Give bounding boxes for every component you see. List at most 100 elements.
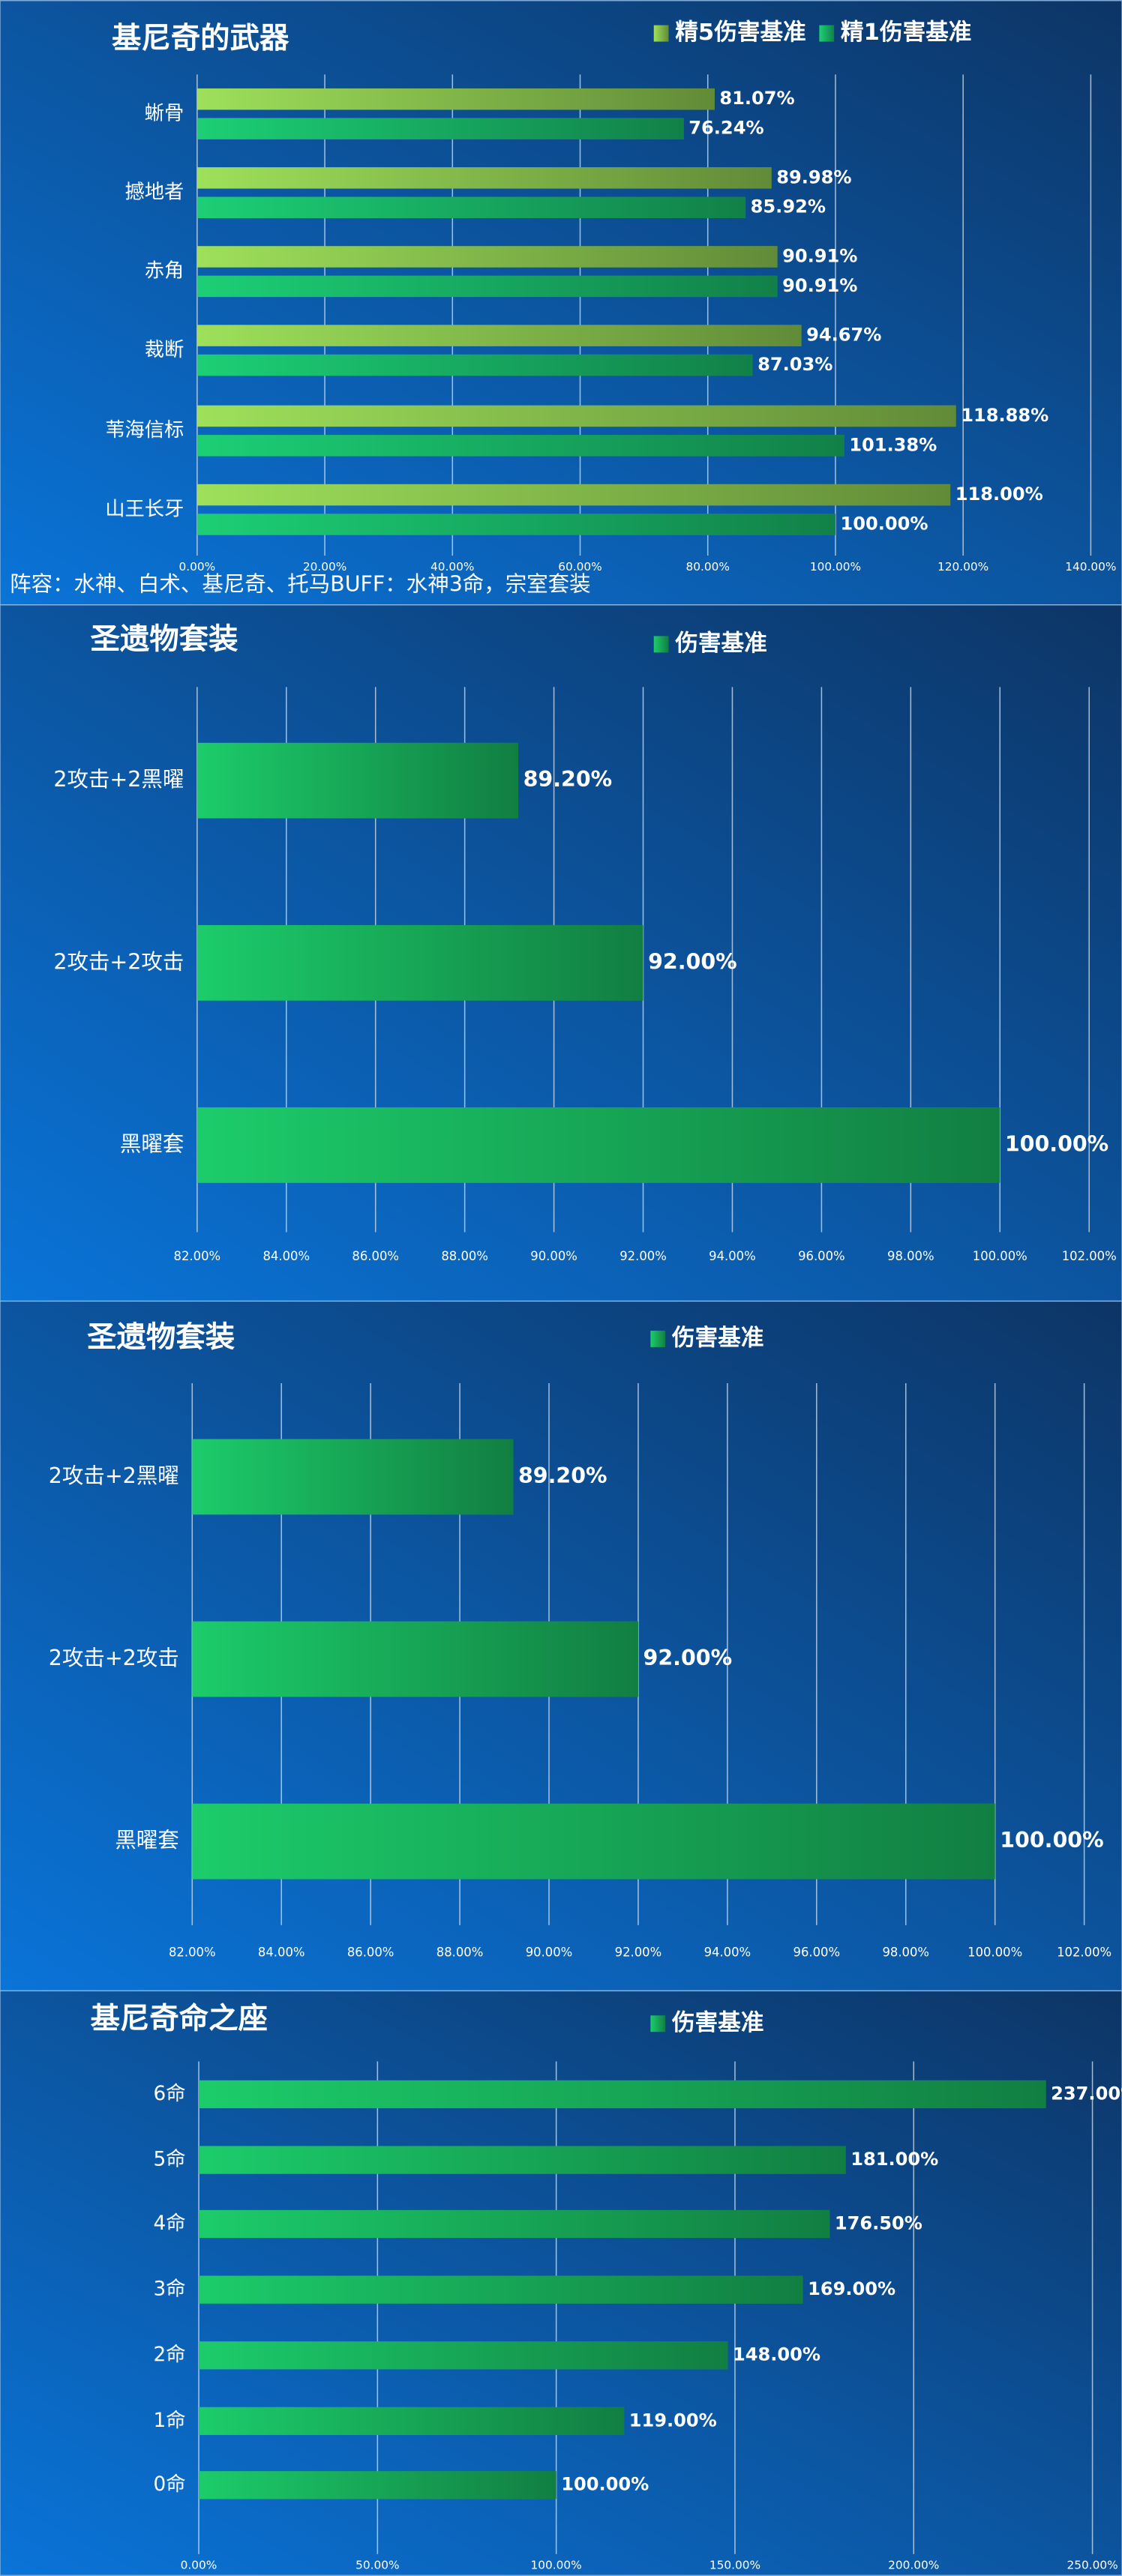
x-tick-label: 84.00% (258, 1945, 305, 1960)
bar-shade (196, 196, 746, 218)
x-tick-label: 50.00% (356, 2559, 399, 2572)
bar-shade (196, 167, 772, 189)
x-tick-label: 92.00% (620, 1249, 667, 1263)
value-label: 94.67% (806, 325, 881, 346)
value-label: 237.00% (1051, 2083, 1122, 2104)
value-label: 92.00% (648, 949, 737, 974)
x-tick-label: 0.00% (181, 2559, 218, 2572)
bar-shade (199, 2341, 728, 2370)
x-tick-label: 40.00% (430, 560, 474, 574)
value-label: 169.00% (808, 2278, 896, 2299)
legend-swatch-shade (819, 25, 835, 42)
value-label: 118.88% (961, 405, 1048, 426)
chart-title: 基尼奇的武器 (112, 21, 290, 55)
x-tick-label: 92.00% (615, 1945, 662, 1960)
x-tick-label: 98.00% (887, 1249, 934, 1263)
y-tick-label: 5命 (154, 2149, 186, 2171)
value-label: 176.50% (835, 2212, 922, 2233)
value-label: 81.07% (719, 88, 794, 109)
x-tick-label: 102.00% (1062, 1249, 1117, 1263)
chart-title: 基尼奇命之座 (90, 2001, 267, 2035)
bar-shade (196, 118, 684, 139)
value-label: 100.00% (561, 2474, 649, 2495)
x-tick-label: 84.00% (262, 1249, 310, 1263)
x-tick-label: 82.00% (169, 1945, 216, 1960)
bar-shade (199, 2471, 556, 2500)
bar-shade (199, 2080, 1046, 2109)
x-tick-label: 86.00% (352, 1249, 399, 1263)
x-tick-label: 60.00% (558, 560, 602, 574)
legend-label: 精5伤害基准 (675, 19, 806, 46)
x-tick-label: 88.00% (436, 1945, 484, 1960)
value-label: 76.24% (688, 118, 764, 139)
x-tick-label: 120.00% (938, 560, 988, 574)
y-tick-label: 4命 (154, 2212, 186, 2235)
value-label: 100.00% (1005, 1131, 1108, 1156)
bar-shade (192, 1439, 514, 1515)
bar-shade (196, 742, 519, 819)
x-tick-label: 90.00% (530, 1249, 578, 1263)
x-tick-label: 98.00% (882, 1945, 929, 1960)
chart-title: 圣遗物套装 (87, 1319, 236, 1354)
x-tick-label: 100.00% (968, 1945, 1022, 1960)
y-tick-label: 2攻击+2攻击 (49, 1646, 179, 1670)
value-label: 92.00% (644, 1646, 733, 1670)
x-tick-label: 90.00% (526, 1945, 573, 1960)
y-tick-label: 黑曜套 (120, 1131, 184, 1156)
x-tick-label: 96.00% (794, 1945, 841, 1960)
bar-shade (199, 2146, 846, 2174)
bar-shade (199, 2407, 625, 2435)
value-label: 90.91% (782, 245, 857, 266)
x-tick-label: 94.00% (709, 1249, 756, 1263)
bar-shade (199, 2275, 803, 2304)
bar-shade (196, 1107, 1000, 1183)
x-tick-label: 88.00% (441, 1249, 488, 1263)
y-tick-label: 2攻击+2攻击 (53, 949, 184, 974)
y-tick-label: 裁断 (145, 339, 184, 361)
y-tick-label: 3命 (154, 2278, 186, 2301)
value-label: 118.00% (956, 484, 1043, 505)
value-label: 87.03% (758, 354, 832, 375)
bar-shade (196, 325, 802, 346)
x-tick-label: 140.00% (1065, 560, 1116, 574)
x-tick-label: 250.00% (1066, 2559, 1118, 2572)
legend-label: 伤害基准 (674, 631, 767, 657)
y-tick-label: 黑曜套 (115, 1828, 178, 1853)
value-label: 100.00% (1000, 1828, 1103, 1853)
x-tick-label: 150.00% (710, 2559, 760, 2572)
legend-label: 伤害基准 (671, 1325, 764, 1351)
y-tick-label: 2攻击+2黑曜 (49, 1463, 179, 1488)
bar-shade (196, 354, 753, 376)
x-tick-label: 20.00% (303, 560, 346, 574)
x-tick-label: 94.00% (704, 1945, 752, 1960)
legend-swatch-shade (653, 636, 669, 653)
bar-shade (196, 484, 951, 506)
value-label: 89.98% (776, 166, 851, 187)
bar-shade (192, 1803, 995, 1880)
legend-swatch-shade (653, 25, 669, 42)
y-tick-label: 山王长牙 (105, 498, 184, 520)
bar-shade (192, 1621, 638, 1697)
x-tick-label: 102.00% (1057, 1945, 1112, 1960)
y-tick-label: 撼地者 (125, 181, 184, 204)
x-tick-label: 86.00% (347, 1945, 394, 1960)
y-tick-label: 2攻击+2黑曜 (53, 767, 184, 792)
y-tick-label: 蜥骨 (145, 102, 184, 124)
value-label: 89.20% (518, 1463, 608, 1488)
y-tick-label: 6命 (154, 2083, 186, 2105)
x-tick-label: 100.00% (810, 560, 861, 574)
value-label: 100.00% (841, 513, 928, 534)
x-tick-label: 200.00% (888, 2559, 939, 2572)
bar-shade (196, 275, 778, 298)
y-tick-label: 2命 (154, 2344, 186, 2366)
bar-shade (196, 405, 956, 427)
x-tick-label: 100.00% (531, 2559, 582, 2572)
x-tick-label: 0.00% (178, 560, 215, 574)
chart-title: 圣遗物套装 (90, 622, 238, 657)
bar-shade (196, 246, 778, 268)
y-tick-label: 0命 (154, 2473, 186, 2496)
legend-swatch-shade (650, 2015, 666, 2032)
x-tick-label: 82.00% (174, 1249, 221, 1263)
